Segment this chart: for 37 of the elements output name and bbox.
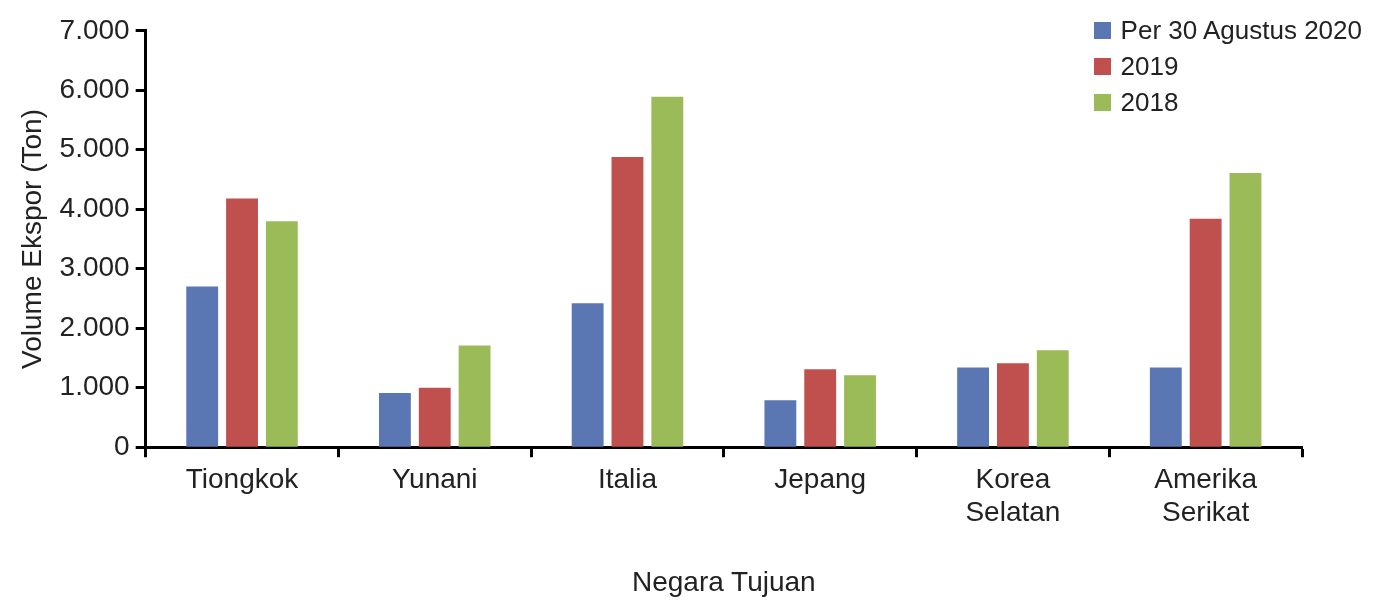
legend-label: 2018 [1120, 86, 1179, 119]
legend-label: Per 30 Agustus 2020 [1120, 14, 1362, 47]
bar [265, 221, 298, 447]
bar [226, 198, 258, 447]
y-tick-label: 3.000 [59, 251, 130, 283]
bar [651, 96, 684, 447]
y-tick-label: 4.000 [59, 191, 130, 223]
y-tick-label: 7.000 [59, 13, 130, 45]
x-tick-label: Tiongkok [185, 462, 300, 494]
bar [804, 369, 837, 447]
legend-label: 2019 [1120, 50, 1179, 83]
bar [1189, 218, 1222, 447]
y-tick-label: 6.000 [59, 73, 130, 104]
y-tick-label: 0 [114, 429, 130, 461]
bar [1036, 350, 1069, 447]
x-tick-label: Yunani [391, 462, 478, 494]
bar [1229, 172, 1262, 447]
bar [571, 303, 604, 447]
bar [611, 156, 644, 447]
bar [764, 400, 797, 447]
y-tick-label: 2.000 [59, 310, 130, 342]
x-tick-label: Jepang [774, 462, 867, 494]
x-tick-label: Amerika Serikat [1154, 462, 1258, 528]
y-axis-title: Volume Ekspor (Ton) [15, 109, 47, 369]
x-tick-label: Korea Selatan [965, 462, 1061, 528]
bar [957, 367, 990, 447]
x-axis-title: Negara Tujuan [631, 565, 816, 597]
bar [996, 363, 1029, 447]
bar [378, 393, 411, 447]
bar [844, 375, 876, 447]
y-tick-label: 5.000 [59, 132, 130, 164]
bar [1149, 367, 1182, 447]
bar [418, 387, 451, 447]
bar [458, 345, 491, 447]
x-tick-label: Italia [597, 462, 658, 494]
y-tick-label: 1.000 [59, 370, 130, 402]
bar [186, 286, 219, 447]
